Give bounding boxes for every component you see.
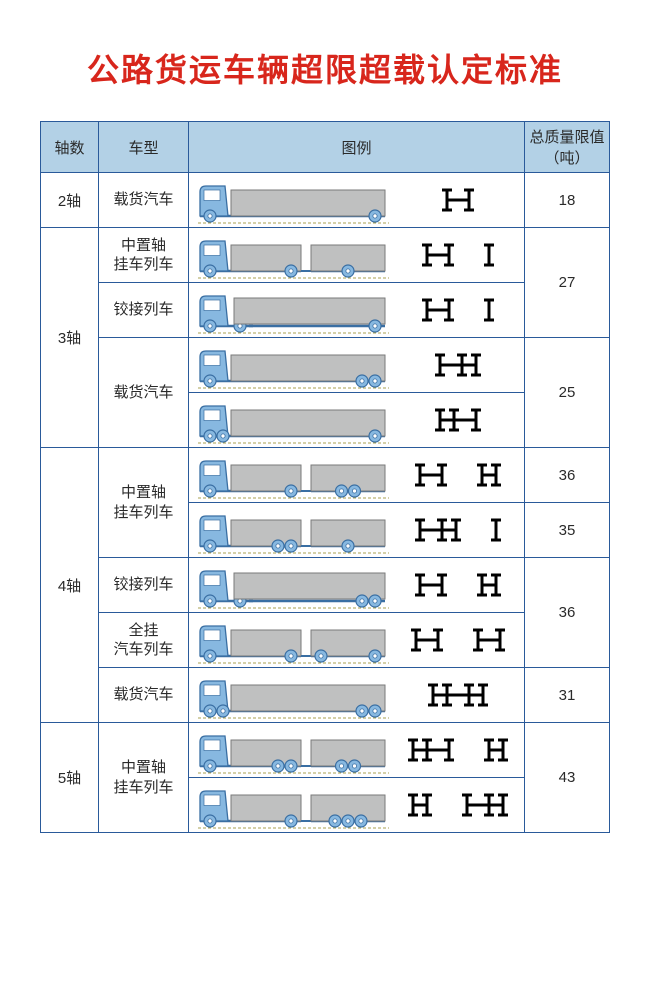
truck-icon — [193, 396, 393, 444]
axle-diagram-icon — [399, 623, 520, 657]
limit-cell: 36 — [525, 448, 610, 503]
table-row: 载货汽车 31 — [41, 668, 610, 723]
col-axle: 轴数 — [41, 122, 99, 173]
table-row: 全挂汽车列车 — [41, 613, 610, 668]
diagram-cell — [189, 173, 525, 228]
diagram-cell — [189, 503, 525, 558]
diagram-cell — [189, 448, 525, 503]
axle-diagram-icon — [399, 568, 520, 602]
truck-icon — [193, 616, 393, 664]
truck-icon — [193, 176, 393, 224]
axle-diagram-icon — [399, 513, 520, 547]
limit-cell: 43 — [525, 723, 610, 833]
truck-icon — [193, 561, 393, 609]
type-cell: 载货汽车 — [99, 338, 189, 448]
truck-icon — [193, 671, 393, 719]
limit-cell: 25 — [525, 338, 610, 448]
type-cell: 载货汽车 — [99, 173, 189, 228]
axle-diagram-icon — [399, 458, 520, 492]
table-row: 3轴中置轴挂车列车 27 — [41, 228, 610, 283]
axle-diagram-icon — [399, 678, 520, 712]
limit-cell: 35 — [525, 503, 610, 558]
truck-icon — [193, 231, 393, 279]
table-row: 铰接列车 36 — [41, 558, 610, 613]
axle-diagram-icon — [399, 403, 520, 437]
diagram-cell — [189, 723, 525, 778]
axle-diagram-icon — [399, 238, 520, 272]
diagram-cell — [189, 283, 525, 338]
diagram-cell — [189, 778, 525, 833]
axle-cell: 3轴 — [41, 228, 99, 448]
table-row: 2轴载货汽车 18 — [41, 173, 610, 228]
diagram-cell — [189, 668, 525, 723]
table-row: 5轴中置轴挂车列车 43 — [41, 723, 610, 778]
axle-cell: 4轴 — [41, 448, 99, 723]
type-cell: 中置轴挂车列车 — [99, 448, 189, 558]
type-cell: 中置轴挂车列车 — [99, 723, 189, 833]
col-limit: 总质量限值（吨） — [525, 122, 610, 173]
truck-icon — [193, 341, 393, 389]
table-row: 4轴中置轴挂车列车 36 — [41, 448, 610, 503]
axle-cell: 2轴 — [41, 173, 99, 228]
truck-icon — [193, 506, 393, 554]
col-diagram: 图例 — [189, 122, 525, 173]
limit-cell: 27 — [525, 228, 610, 338]
table-row: 铰接列车 — [41, 283, 610, 338]
diagram-cell — [189, 338, 525, 393]
diagram-cell — [189, 393, 525, 448]
axle-diagram-icon — [399, 733, 520, 767]
type-cell: 载货汽车 — [99, 668, 189, 723]
truck-icon — [193, 781, 393, 829]
limit-cell: 36 — [525, 558, 610, 668]
standards-table: 轴数 车型 图例 总质量限值（吨） 2轴载货汽车 183轴中置轴挂车列车 27铰… — [40, 121, 610, 833]
type-cell: 铰接列车 — [99, 558, 189, 613]
axle-diagram-icon — [399, 348, 520, 382]
limit-cell: 31 — [525, 668, 610, 723]
truck-icon — [193, 451, 393, 499]
diagram-cell — [189, 558, 525, 613]
diagram-cell — [189, 613, 525, 668]
table-row: 载货汽车 25 — [41, 338, 610, 393]
limit-cell: 18 — [525, 173, 610, 228]
diagram-cell — [189, 228, 525, 283]
axle-diagram-icon — [399, 293, 520, 327]
type-cell: 中置轴挂车列车 — [99, 228, 189, 283]
axle-cell: 5轴 — [41, 723, 99, 833]
truck-icon — [193, 286, 393, 334]
page-title: 公路货运车辆超限超载认定标准 — [40, 45, 610, 91]
type-cell: 铰接列车 — [99, 283, 189, 338]
axle-diagram-icon — [399, 788, 520, 822]
col-type: 车型 — [99, 122, 189, 173]
type-cell: 全挂汽车列车 — [99, 613, 189, 668]
truck-icon — [193, 726, 393, 774]
axle-diagram-icon — [399, 183, 520, 217]
